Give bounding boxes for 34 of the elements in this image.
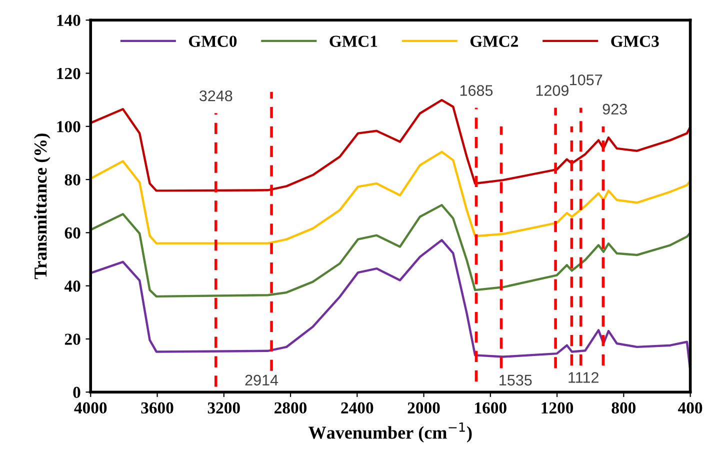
- y-tick-label: 60: [64, 227, 80, 239]
- legend-label: GMC2: [470, 36, 518, 47]
- y-tick-label: 0: [73, 386, 80, 398]
- x-tick-label: 3200: [208, 402, 240, 414]
- x-tick-label: 2800: [274, 402, 307, 414]
- x-tick-label: 1200: [542, 402, 574, 414]
- y-tick-label: 20: [64, 334, 80, 345]
- x-tick-label: 4000: [74, 402, 107, 414]
- legend-label: GMC0: [188, 36, 237, 47]
- y-tick-label: 120: [57, 68, 80, 80]
- legend-label: GMC3: [611, 36, 659, 47]
- ref-line-label: 3248: [199, 90, 232, 102]
- ref-line-label: 2914: [245, 374, 278, 386]
- ref-line-label: 1685: [460, 85, 493, 96]
- y-tick-label: 100: [57, 121, 80, 132]
- ref-line-label: 1112: [568, 372, 598, 383]
- ref-line-label: 1209: [536, 85, 568, 96]
- x-axis-title: Wavenumber (cm$^{−1}$): [308, 422, 472, 442]
- x-tick-label: 2000: [408, 402, 440, 414]
- x-tick-label: 3600: [141, 402, 174, 414]
- x-tick-label: 800: [612, 402, 636, 414]
- y-tick-label: 80: [64, 174, 80, 186]
- line-series: [90, 150, 690, 244]
- line-series: [90, 204, 690, 298]
- legend-label: GMC1: [330, 36, 378, 47]
- ref-line-label: 923: [602, 104, 627, 115]
- y-axis-title: Transmittance (%): [34, 134, 50, 280]
- x-tick-label: 400: [678, 402, 702, 414]
- ref-line-label: 1535: [500, 374, 532, 386]
- y-tick-label: 40: [64, 280, 80, 292]
- ref-line-label: 1057: [570, 74, 602, 86]
- y-tick-label: 140: [57, 14, 80, 26]
- x-tick-label: 1600: [475, 402, 506, 414]
- x-tick-label: 2400: [341, 402, 374, 414]
